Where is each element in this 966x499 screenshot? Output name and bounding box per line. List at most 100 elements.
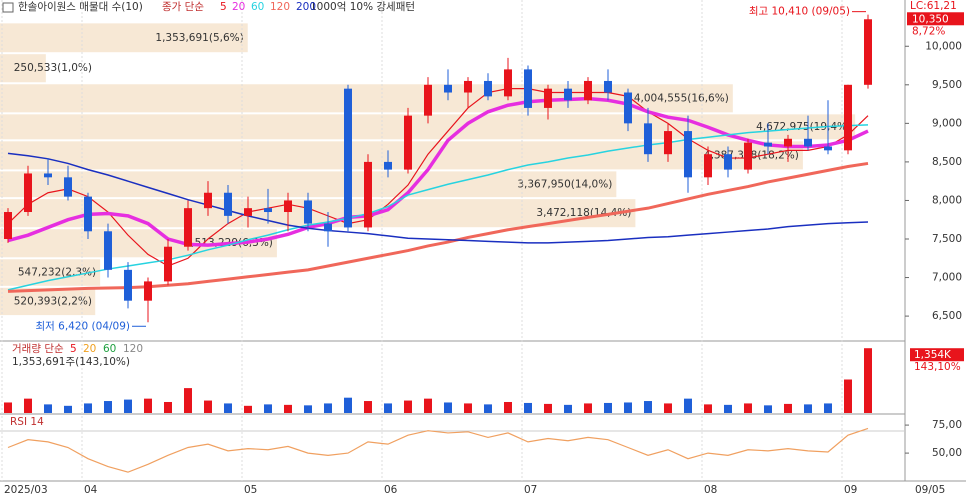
x-tick-label: 09 [844, 484, 857, 496]
profile-bar [0, 23, 248, 53]
candle-body [64, 177, 72, 197]
volume-bar [464, 403, 472, 413]
candle-body [584, 80, 592, 101]
candle-body [864, 19, 872, 85]
volume-legend-item: 5 [70, 343, 77, 355]
y-tick-label: 9,000 [932, 117, 962, 129]
candle-body [564, 88, 572, 101]
volume-bar [44, 404, 52, 413]
profile-label: 547,232(2,3%) [18, 267, 96, 279]
low-label: 최저 6,420 (04/09) [35, 320, 130, 332]
candle-body [204, 192, 212, 209]
volume-bar [824, 403, 832, 413]
candle-body [484, 80, 492, 97]
y-tick-label: 7,000 [932, 272, 962, 284]
x-tick-label: 05 [244, 484, 257, 496]
profile-bar [0, 54, 46, 83]
y-tick-label: 6,500 [932, 310, 962, 322]
volume-bar [664, 403, 672, 413]
volume-bar [364, 401, 372, 413]
last-price-box [907, 12, 964, 26]
legend-item: 20 [232, 1, 245, 13]
candle-body [304, 200, 312, 224]
volume-bar [244, 405, 252, 413]
volume-bar [684, 398, 692, 413]
volume-bar [404, 400, 412, 413]
profile-label: 250,533(1,0%) [14, 62, 92, 74]
profile-bar [0, 84, 733, 113]
volume-bar [804, 404, 812, 413]
volume-bar [784, 403, 792, 413]
legend-item: 5 [220, 1, 227, 13]
volume-bar [264, 404, 272, 413]
y-tick-label: 8,000 [932, 194, 962, 206]
candle-body [24, 173, 32, 213]
candle-body [424, 84, 432, 116]
candle-body [684, 131, 692, 178]
rsi-line [7, 427, 869, 473]
volume-bar [644, 401, 652, 413]
last-price: 10,350 [912, 13, 949, 25]
candle-body [544, 88, 552, 108]
profile-label: 3,367,950(14,0%) [517, 178, 612, 190]
volume-bar [484, 404, 492, 413]
x-tick-label: 08 [704, 484, 717, 496]
profile-label: 3,472,118(14,4%) [536, 207, 631, 219]
volume-bar [724, 404, 732, 413]
candle-body [804, 138, 812, 147]
y-tick-label: 8,500 [932, 156, 962, 168]
last-change-lc: LC:61,21 [910, 0, 957, 12]
candle-body [524, 69, 532, 108]
y-tick-label: 7,500 [932, 233, 962, 245]
candle-body [184, 208, 192, 247]
volume-last-box [910, 348, 964, 362]
candle-body [264, 208, 272, 213]
volume-bar [184, 388, 192, 413]
ma-line [7, 124, 869, 291]
volume-bar [584, 403, 592, 413]
volume-bar [504, 401, 512, 413]
volume-bar [844, 379, 852, 413]
volume-summary: 1,353,691주(143,10%) [12, 356, 130, 368]
candle-body [844, 84, 852, 151]
candle-body [604, 80, 612, 93]
volume-bar [544, 403, 552, 413]
rsi-tick-label: 75,00 [932, 419, 962, 431]
candle-body [104, 231, 112, 270]
candle-body [144, 281, 152, 301]
legend-item: 60 [251, 1, 264, 13]
y-tick-label: 10,000 [925, 40, 962, 52]
volume-bar [124, 399, 132, 413]
candle-body [224, 192, 232, 216]
volume-bar [704, 404, 712, 413]
volume-bar [304, 405, 312, 413]
legend-label: 종가 단순 [162, 1, 204, 13]
volume-bar [284, 404, 292, 413]
volume-legend-item: 120 [123, 343, 143, 355]
candle-body [704, 154, 712, 178]
candle-body [624, 92, 632, 124]
volume-bar [164, 401, 172, 413]
volume-bar [104, 401, 112, 413]
x-last-date: 09/05 [915, 484, 945, 496]
volume-bar [424, 398, 432, 413]
volume-bar [324, 403, 332, 413]
x-tick-label: 2025/03 [4, 484, 48, 496]
volume-bar [204, 400, 212, 413]
icon [2, 2, 14, 13]
volume-bar [384, 403, 392, 413]
x-tick-label: 06 [384, 484, 398, 496]
candle-body [784, 138, 792, 147]
volume-bar [864, 348, 872, 413]
change-rate: 8,72% [912, 25, 945, 37]
volume-legend-item: 20 [83, 343, 96, 355]
ma-line [7, 152, 869, 244]
volume-ratio: 143,10% [914, 361, 961, 373]
candle-body [164, 246, 172, 282]
candle-body [444, 84, 452, 93]
volume-bar [444, 402, 452, 413]
header-title: 한솔아이원스 매물대 수(10) [18, 1, 143, 13]
profile-bar [0, 141, 803, 170]
volume-bar [564, 404, 572, 413]
